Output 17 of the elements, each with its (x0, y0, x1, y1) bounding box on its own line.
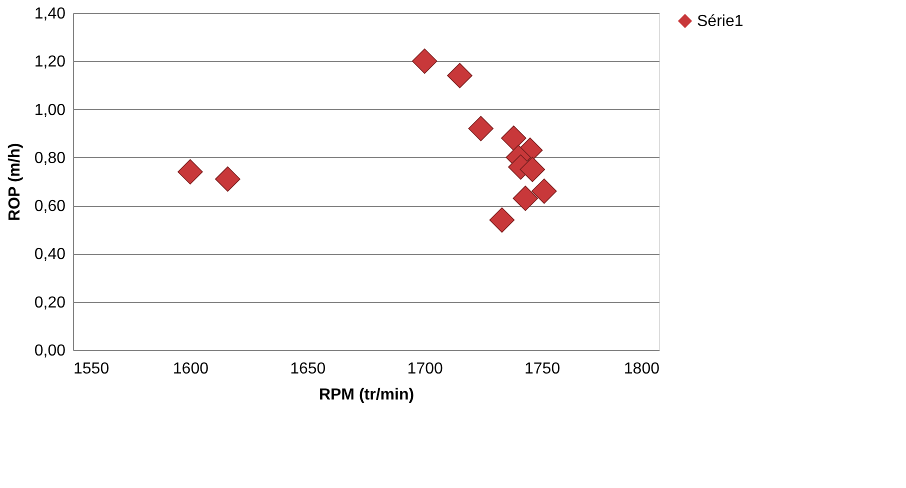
x-tick-label: 1650 (290, 360, 326, 378)
y-tick-label: 0,00 (34, 342, 66, 360)
x-tick-label: 1800 (624, 360, 660, 378)
x-tick-label: 1600 (172, 360, 209, 378)
y-tick-label: 0,80 (34, 150, 66, 167)
x-tick-label: 1750 (524, 360, 560, 378)
y-tick-label: 1,00 (34, 102, 66, 119)
y-tick-label: 0,40 (34, 246, 66, 264)
x-axis-title: RPM (tr/min) (318, 386, 414, 404)
legend-label: Série1 (697, 13, 744, 30)
y-tick-label: 1,40 (34, 6, 66, 22)
y-axis-title: ROP (m/h) (6, 143, 24, 221)
y-tick-label: 0,60 (34, 198, 66, 216)
x-tick-label: 1550 (74, 360, 110, 378)
y-tick-label: 0,20 (34, 294, 66, 312)
x-tick-label: 1700 (407, 360, 443, 378)
y-tick-label: 1,20 (34, 54, 66, 71)
